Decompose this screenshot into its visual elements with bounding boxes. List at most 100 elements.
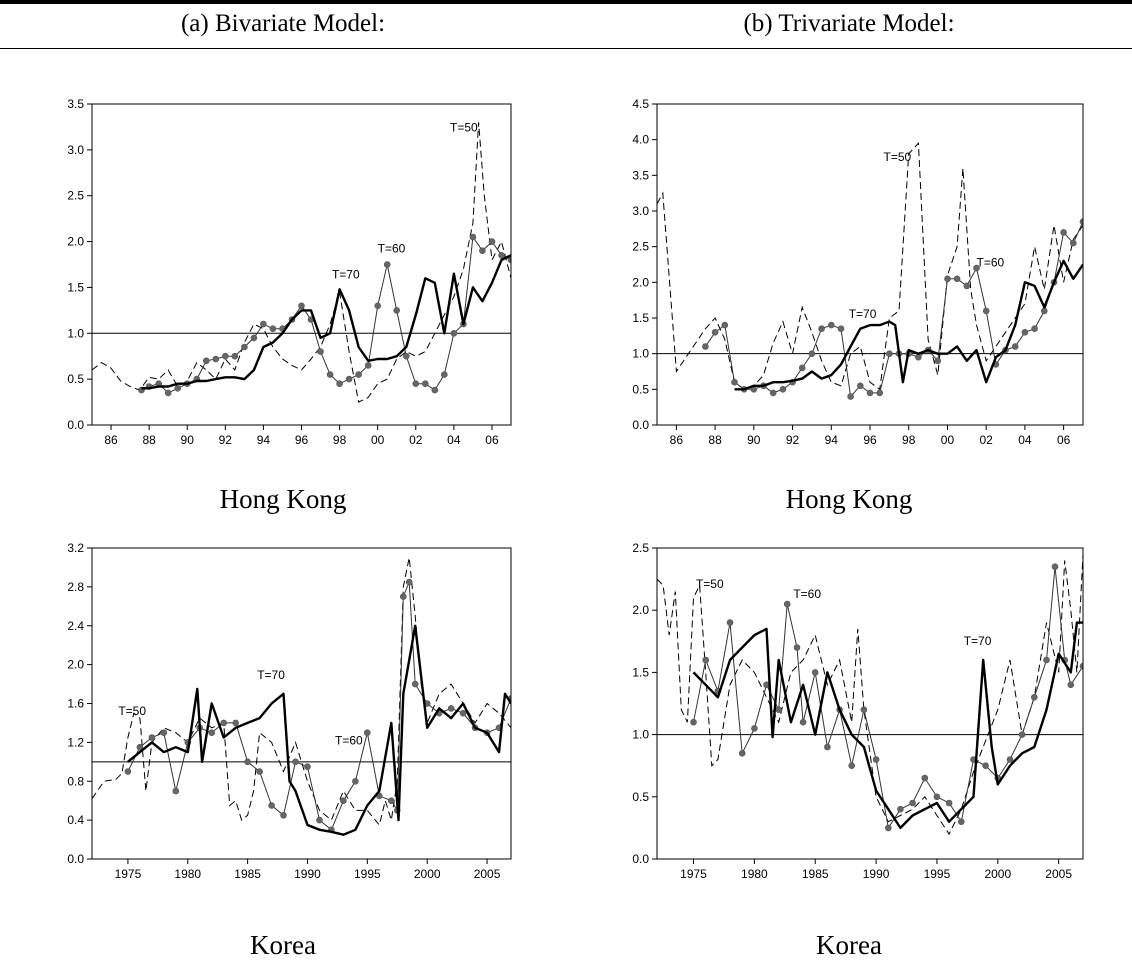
x-tick-label: 1995	[924, 867, 951, 881]
x-tick-label: 96	[863, 433, 877, 447]
y-tick-label: 1.0	[632, 728, 649, 742]
region-label-hong-kong-right: Hong Kong	[785, 484, 913, 514]
annotation-label: T=70	[332, 267, 360, 281]
series-marker	[431, 386, 439, 394]
series-marker	[136, 743, 144, 751]
series-marker	[340, 797, 347, 805]
series-line-markers	[704, 221, 1083, 398]
x-tick-label: 90	[181, 433, 195, 447]
x-tick-label: 1980	[174, 867, 201, 881]
y-tick-label: 3.5	[67, 97, 84, 111]
series-marker	[352, 778, 359, 785]
series-marker	[250, 334, 258, 342]
y-tick-label: 0.0	[632, 852, 649, 866]
series-marker	[440, 371, 448, 378]
series-marker	[374, 302, 382, 310]
series-marker	[260, 320, 267, 328]
annotation-label: T=60	[793, 587, 821, 601]
series-marker	[203, 357, 210, 365]
series-marker	[1051, 563, 1059, 571]
series-marker	[363, 729, 371, 736]
column-header-bivariate: (a) Bivariate Model:	[180, 10, 386, 37]
annotation-label: T=50	[450, 121, 478, 135]
y-tick-label: 1.0	[67, 326, 84, 340]
x-tick-label: 2000	[414, 867, 441, 881]
annotation-label: T=50	[696, 577, 724, 591]
series-marker	[280, 811, 287, 819]
series-marker	[232, 719, 239, 727]
y-tick-label: 2.0	[632, 603, 649, 617]
x-tick-label: 88	[708, 433, 722, 447]
series-marker	[405, 578, 413, 586]
series-marker	[364, 362, 372, 369]
x-tick-label: 06	[485, 433, 499, 447]
series-marker	[1079, 218, 1083, 225]
series-line-markers	[127, 581, 511, 831]
series-marker	[847, 393, 854, 400]
series-marker	[298, 302, 305, 310]
series-marker	[172, 787, 180, 795]
series-marker	[828, 321, 835, 329]
x-tick-label: 2005	[1045, 867, 1072, 881]
series-marker	[702, 343, 709, 350]
series-marker	[857, 382, 864, 390]
series-marker	[848, 762, 855, 769]
series-marker	[945, 799, 953, 807]
y-tick-label: 2.5	[67, 189, 84, 203]
y-tick-label: 0.0	[632, 418, 649, 432]
y-tick-label: 0.5	[632, 790, 649, 804]
series-marker	[751, 725, 758, 732]
series-marker	[411, 680, 419, 688]
series-marker	[304, 763, 311, 770]
series-marker	[498, 252, 505, 259]
series-group	[657, 554, 1083, 836]
series-marker	[783, 600, 791, 608]
series-marker	[241, 343, 248, 351]
series-marker	[1030, 694, 1038, 701]
series-marker	[387, 797, 395, 805]
y-tick-label: 3.0	[67, 143, 84, 157]
chart-korea-bivariate: 0.0 0.4 0.8 1.2 1.6 2.0 2.4 2.8 3.2 1975 1980 1985 1…	[67, 541, 512, 881]
series-marker	[775, 706, 782, 713]
annotation-label: T=70	[257, 668, 285, 682]
x-tick-label: 02	[980, 433, 994, 447]
series-marker	[220, 719, 227, 727]
series-marker	[799, 718, 807, 726]
chart-korea-trivariate: 0.0 0.5 1.0 1.5 2.0 2.5 1975 1980 1985 1990 1995 20…	[632, 541, 1084, 881]
y-tick-label: 0.0	[67, 852, 84, 866]
series-marker	[1069, 239, 1077, 247]
x-tick-label: 96	[295, 433, 309, 447]
x-tick-label: 1995	[354, 867, 381, 881]
column-header-trivariate: (b) Trivariate Model:	[743, 10, 955, 37]
series-marker	[355, 371, 362, 378]
series-line-thick	[127, 624, 511, 836]
series-marker	[909, 799, 916, 807]
x-tick-label: 94	[257, 433, 271, 447]
annotation-label: T=60	[977, 256, 1005, 270]
series-marker	[872, 756, 880, 763]
y-tick-label: 1.0	[632, 347, 649, 361]
series-marker	[953, 275, 961, 283]
series-marker	[402, 352, 410, 360]
series-line-thick	[734, 259, 1083, 391]
y-tick-label: 2.8	[67, 580, 84, 594]
series-marker	[690, 718, 697, 726]
series-marker	[818, 325, 825, 332]
series-marker	[779, 385, 787, 393]
x-tick-label: 1990	[294, 867, 321, 881]
series-marker	[164, 389, 172, 397]
x-tick-label: 1985	[234, 867, 261, 881]
series-marker	[702, 656, 709, 664]
x-tick-label: 1975	[115, 867, 142, 881]
series-marker	[507, 256, 511, 264]
series-marker	[345, 375, 353, 383]
series-marker	[393, 307, 401, 314]
series-marker	[212, 355, 220, 363]
y-tick-label: 1.2	[67, 735, 84, 749]
x-tick-label: 2000	[984, 867, 1011, 881]
y-tick-label: 2.4	[67, 619, 84, 633]
x-tick-label: 1980	[741, 867, 768, 881]
x-tick-label: 04	[1018, 433, 1032, 447]
series-marker	[933, 793, 941, 801]
series-marker	[738, 750, 746, 757]
